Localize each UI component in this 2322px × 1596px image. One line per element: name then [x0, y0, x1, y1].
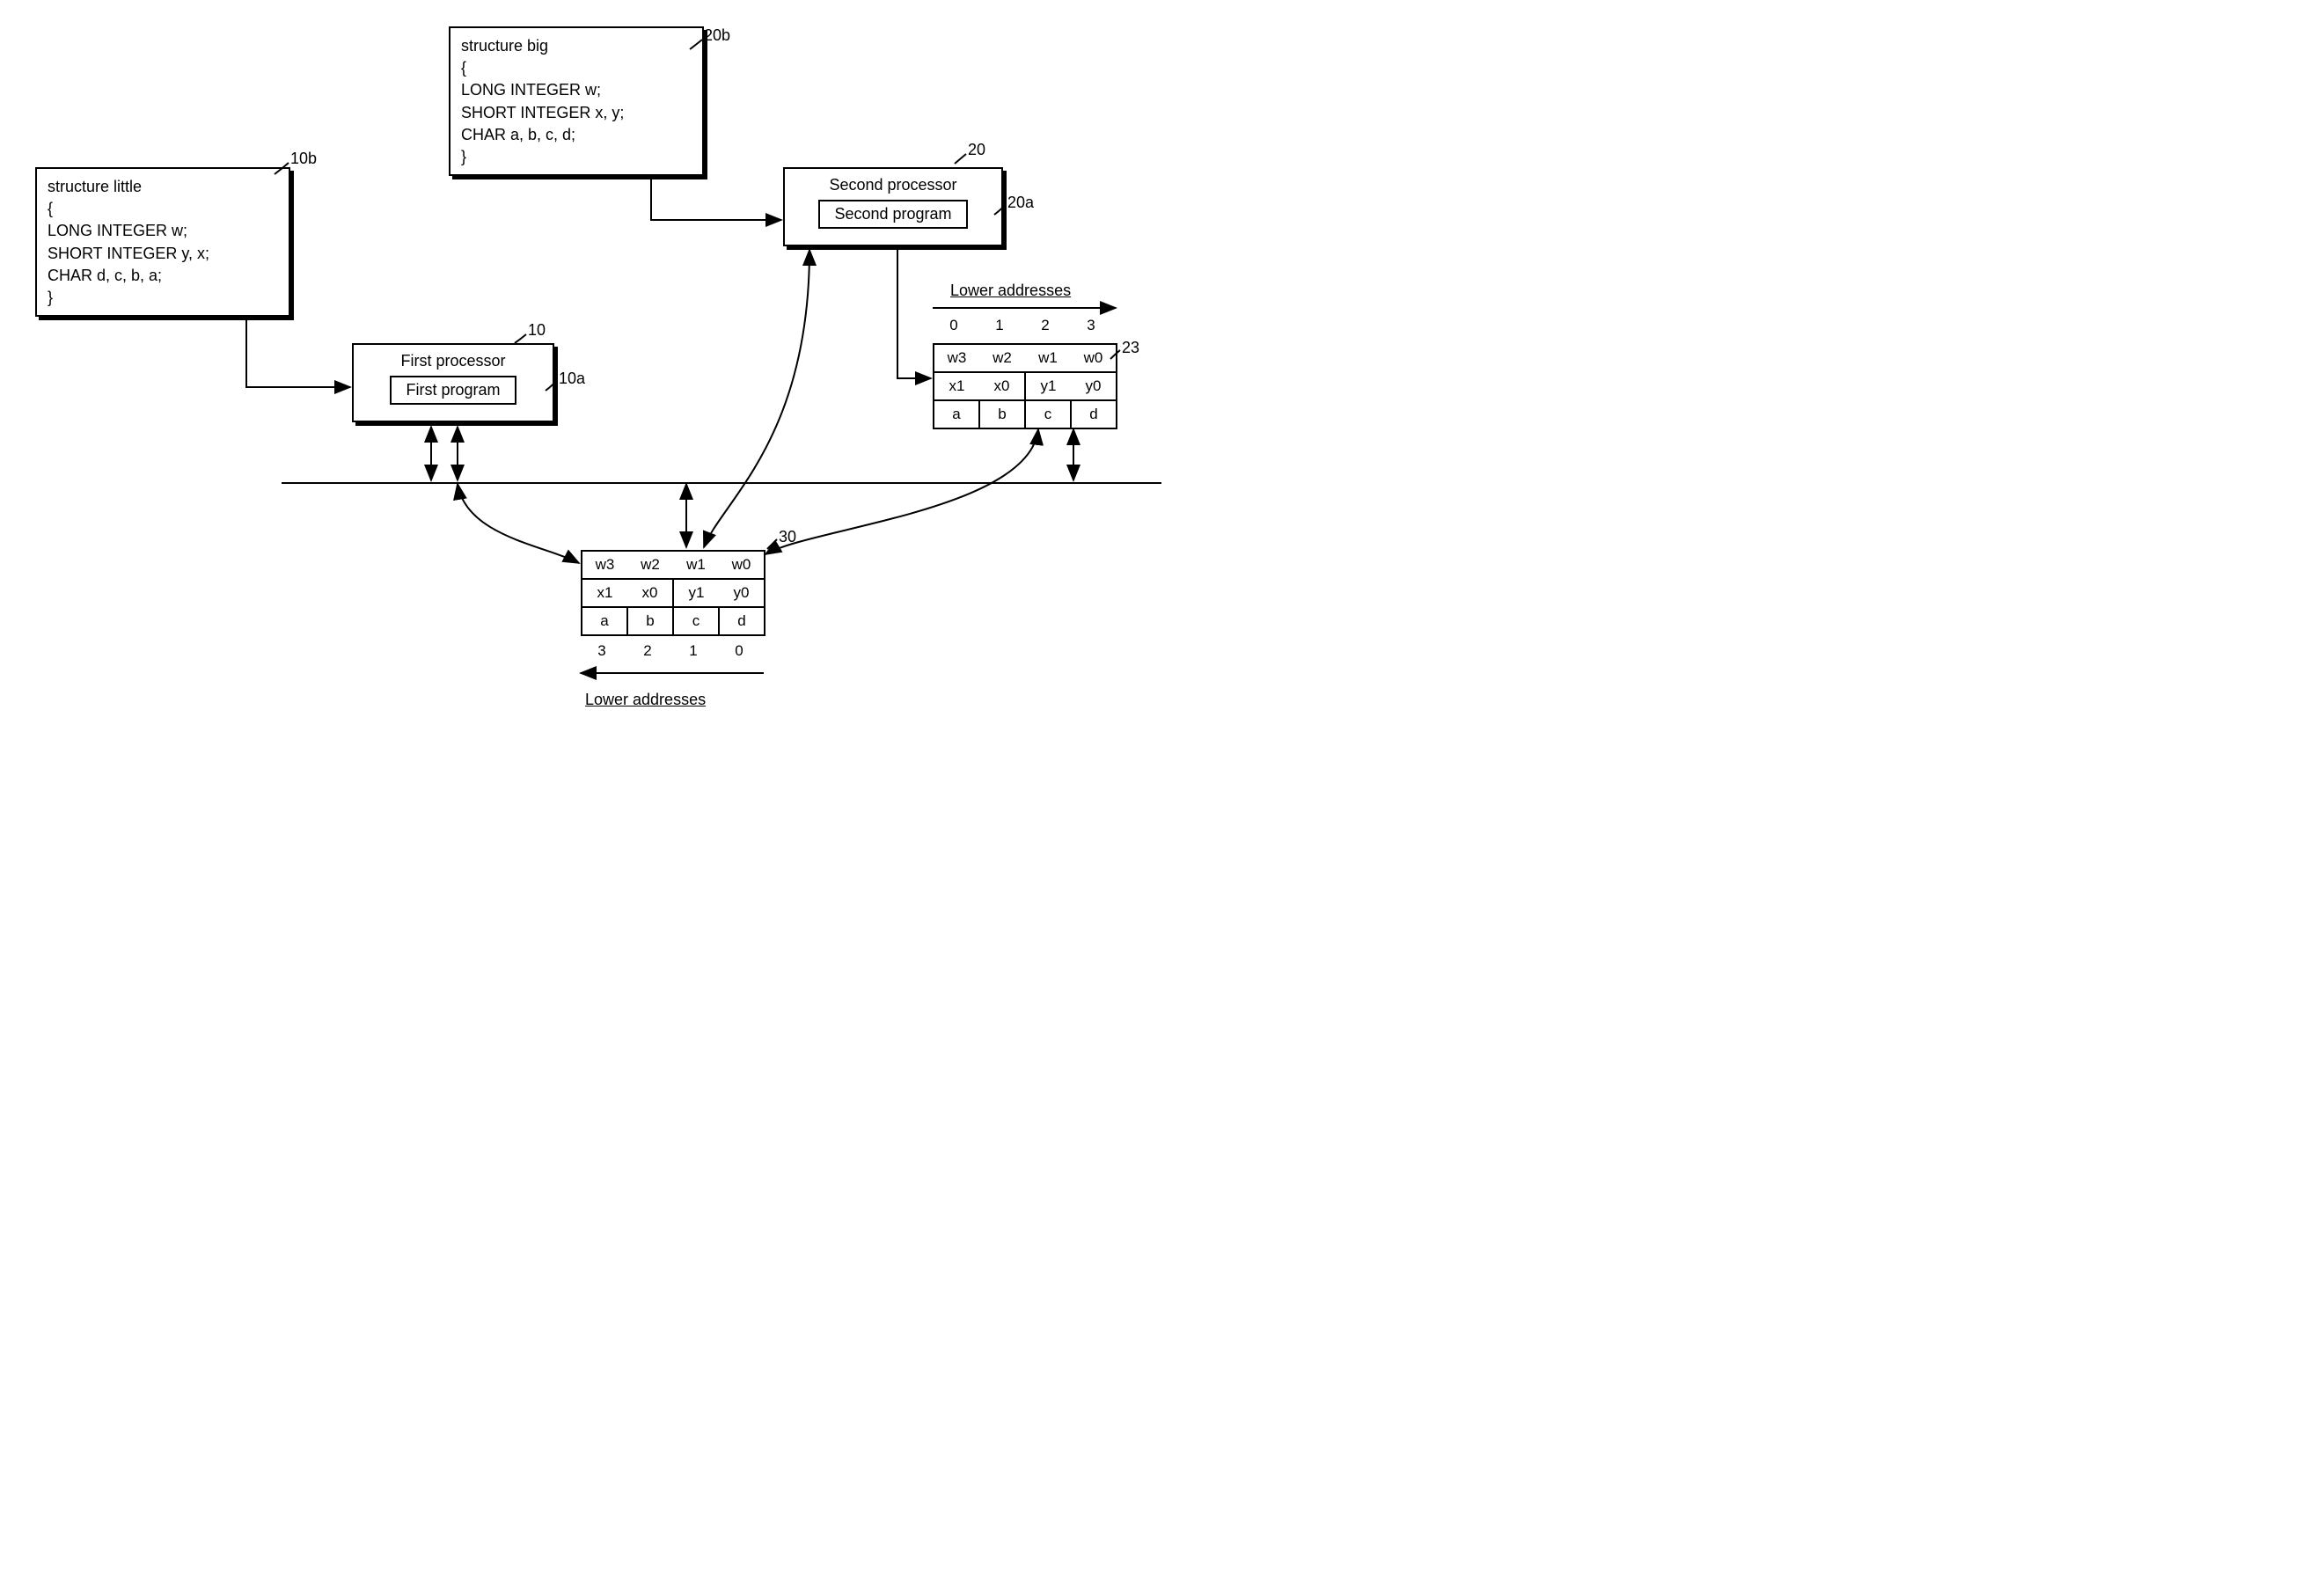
memory-cell: w1: [673, 551, 719, 579]
memory-cell: w3: [934, 344, 979, 372]
ref-label-10b: 10b: [290, 150, 317, 168]
memory-cell: y0: [1071, 372, 1117, 400]
address-value: 2: [625, 642, 670, 660]
address-value: 1: [977, 317, 1022, 334]
address-value: 2: [1022, 317, 1068, 334]
memory-cell: w0: [1071, 344, 1117, 372]
first-processor-title: First processor: [364, 352, 542, 370]
address-value: 0: [931, 317, 977, 334]
second-program-box: Second program: [818, 200, 967, 229]
lower-addresses-label-30: Lower addresses: [585, 691, 706, 709]
address-row-30: 3210: [579, 642, 762, 660]
second-processor-box: Second processor Second program: [783, 167, 1003, 246]
memory-cell: a: [582, 607, 627, 635]
ref-label-23: 23: [1122, 339, 1139, 357]
memory-cell: y1: [1025, 372, 1071, 400]
memory-cell: y1: [673, 579, 719, 607]
structure-little-box: structure little { LONG INTEGER w; SHORT…: [35, 167, 290, 317]
address-value: 1: [670, 642, 716, 660]
address-row-23: 0123: [931, 317, 1114, 334]
first-program-box: First program: [390, 376, 516, 405]
memory-cell: d: [1071, 400, 1117, 428]
second-processor-title: Second processor: [795, 176, 991, 194]
bus-line: [282, 482, 1161, 484]
memory-cell: w2: [979, 344, 1025, 372]
memory-cell: w0: [719, 551, 765, 579]
ref-label-20: 20: [968, 141, 985, 159]
ref-label-10: 10: [528, 321, 546, 340]
struct-big-body: { LONG INTEGER w; SHORT INTEGER x, y; CH…: [461, 59, 624, 165]
diagram-canvas: structure little { LONG INTEGER w; SHORT…: [18, 18, 1161, 809]
structure-big-box: structure big { LONG INTEGER w; SHORT IN…: [449, 26, 704, 176]
memory-cell: x0: [979, 372, 1025, 400]
address-value: 0: [716, 642, 762, 660]
ref-label-10a: 10a: [559, 370, 585, 388]
memory-cell: x0: [627, 579, 673, 607]
first-processor-box: First processor First program: [352, 343, 554, 422]
ref-label-20a: 20a: [1007, 194, 1034, 212]
struct-little-title: structure little: [48, 178, 142, 195]
memory-table-30: w3w2w1w0 x1x0y1y0 abcd: [581, 550, 765, 636]
memory-cell: w1: [1025, 344, 1071, 372]
memory-cell: d: [719, 607, 765, 635]
address-value: 3: [579, 642, 625, 660]
memory-cell: y0: [719, 579, 765, 607]
memory-cell: c: [1025, 400, 1071, 428]
ref-label-20b: 20b: [704, 26, 730, 45]
memory-cell: x1: [934, 372, 979, 400]
ref-label-30: 30: [779, 528, 796, 546]
memory-cell: c: [673, 607, 719, 635]
memory-table-23: w3w2w1w0 x1x0y1y0 abcd: [933, 343, 1117, 429]
memory-cell: x1: [582, 579, 627, 607]
memory-cell: w2: [627, 551, 673, 579]
memory-cell: b: [979, 400, 1025, 428]
struct-little-body: { LONG INTEGER w; SHORT INTEGER y, x; CH…: [48, 200, 209, 306]
memory-cell: a: [934, 400, 979, 428]
address-value: 3: [1068, 317, 1114, 334]
memory-cell: w3: [582, 551, 627, 579]
lower-addresses-label-23: Lower addresses: [950, 282, 1071, 300]
memory-cell: b: [627, 607, 673, 635]
struct-big-title: structure big: [461, 37, 548, 55]
